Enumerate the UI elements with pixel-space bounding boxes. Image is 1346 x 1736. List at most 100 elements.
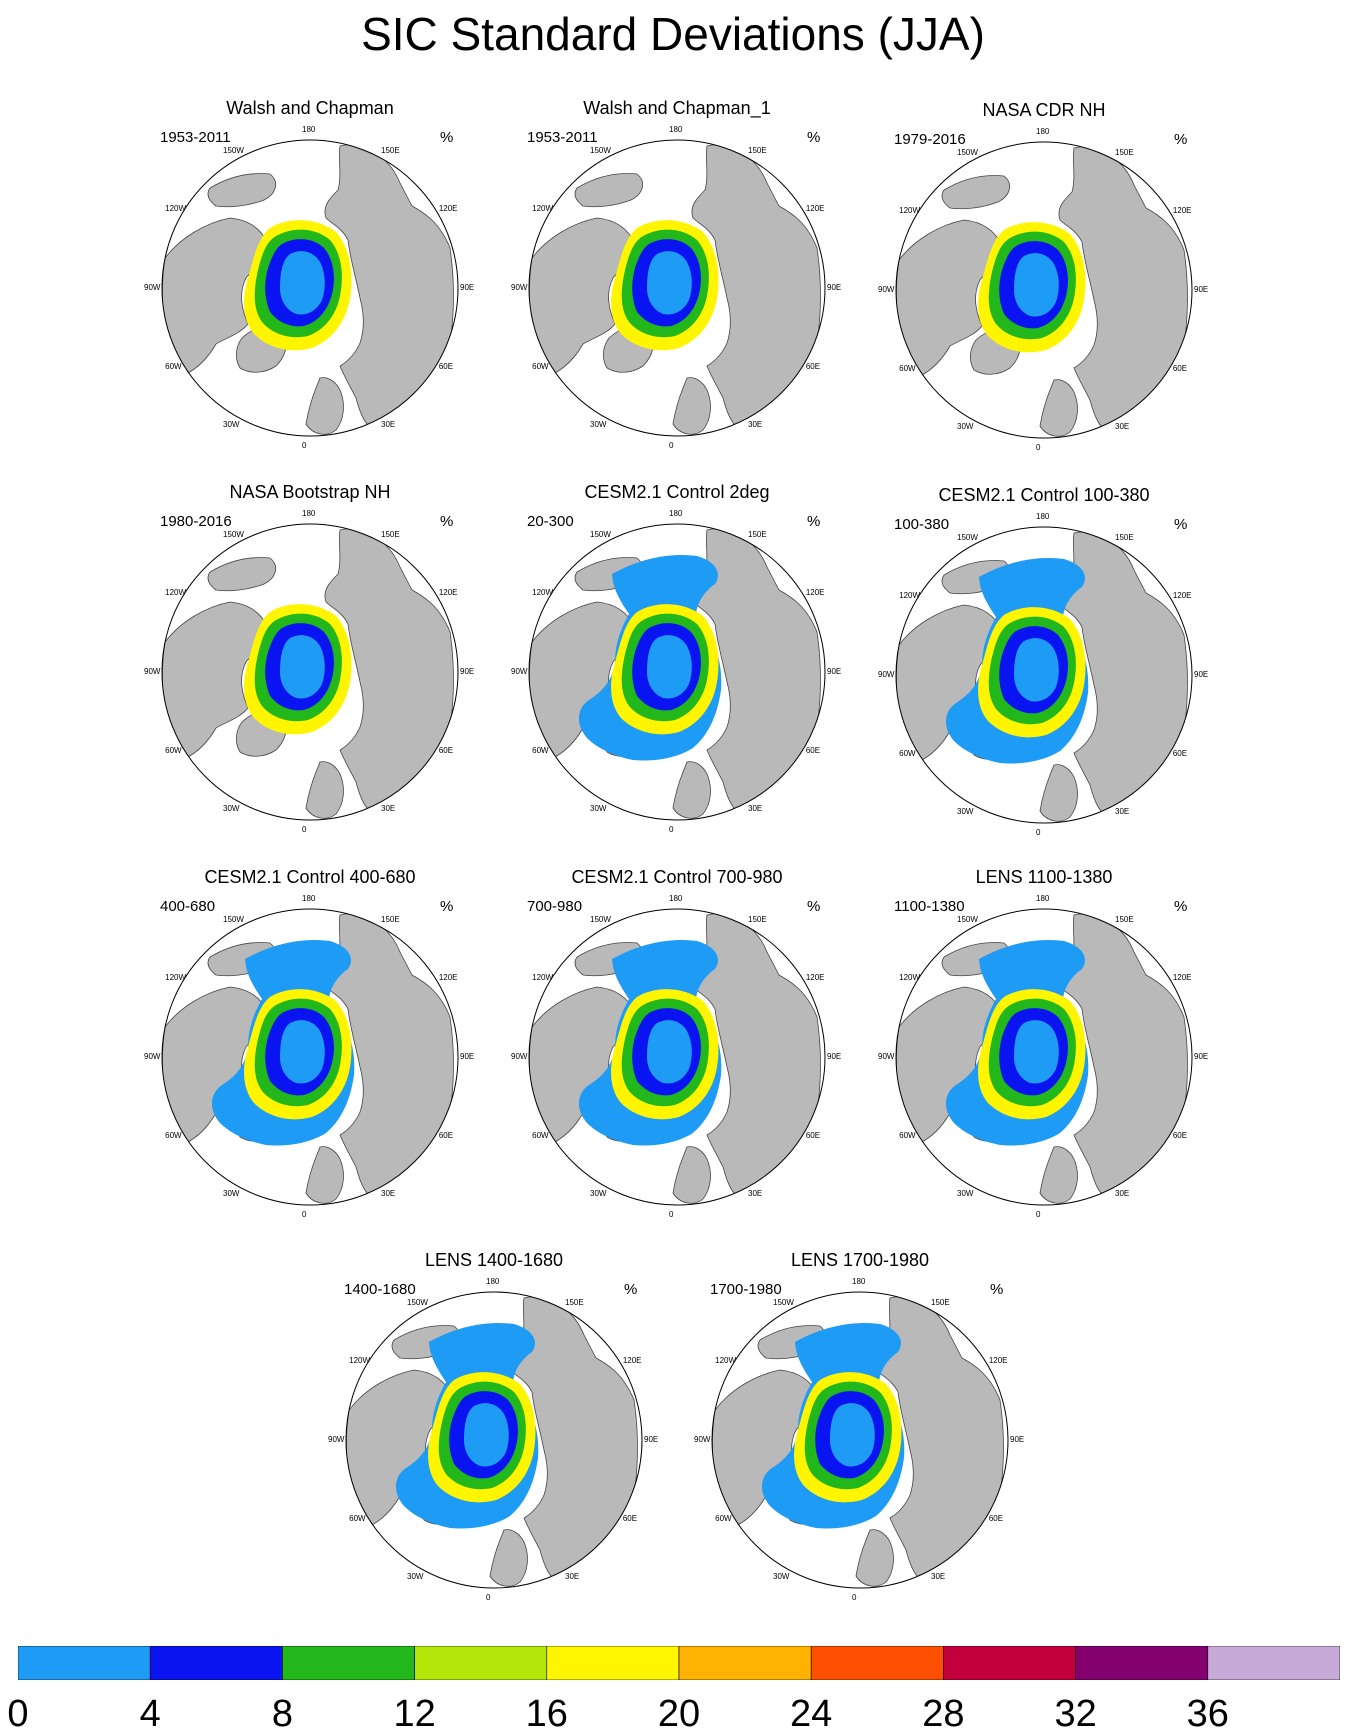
longitude-label: 30W: [223, 419, 240, 429]
sic-contour: [1014, 253, 1059, 317]
panel-years: 1980-2016: [160, 513, 232, 530]
longitude-label: 30E: [381, 1188, 396, 1198]
longitude-label: 120E: [805, 588, 825, 597]
longitude-label: 30W: [590, 803, 607, 813]
longitude-label: 150E: [748, 915, 767, 925]
longitude-label: 120W: [165, 973, 187, 982]
land-mass: [1039, 1146, 1078, 1204]
longitude-label: 150E: [1115, 533, 1134, 543]
panel-years: 100-380: [894, 516, 950, 533]
longitude-label: 90E: [1194, 285, 1209, 294]
longitude-label: 120W: [715, 1356, 737, 1365]
panel-years: 1979-2016: [894, 131, 966, 148]
longitude-label: 60E: [622, 1514, 638, 1523]
longitude-label: 30W: [957, 806, 974, 816]
longitude-label: 150W: [590, 530, 611, 540]
map-boundary: [528, 908, 826, 1206]
longitude-label: 90E: [1194, 670, 1209, 679]
panel-unit: %: [440, 129, 454, 146]
longitude-label: 180: [302, 125, 316, 134]
longitude-label: 90W: [328, 1435, 345, 1444]
map-boundary: [345, 1291, 643, 1589]
longitude-label: 30W: [223, 803, 240, 813]
longitude-label: 120E: [988, 1356, 1008, 1365]
longitude-label: 150W: [773, 1298, 794, 1308]
sic-contour: [647, 1020, 692, 1084]
longitude-label: 180: [1036, 512, 1050, 521]
panel-years: 20-300: [527, 513, 574, 530]
longitude-label: 0: [302, 825, 307, 834]
panel-unit: %: [1174, 131, 1188, 148]
map-content: [346, 1292, 642, 1588]
land-mass: [672, 1146, 711, 1204]
map-boundary: [528, 523, 826, 821]
longitude-label: 120W: [349, 1356, 371, 1365]
longitude-label: 180: [486, 1277, 500, 1286]
panel-unit: %: [807, 898, 821, 915]
longitude-label: 120E: [805, 204, 825, 213]
longitude-label: 150E: [931, 1298, 950, 1308]
longitude-label: 180: [302, 894, 316, 903]
longitude-label: 0: [486, 1593, 491, 1602]
longitude-label: 180: [1036, 127, 1050, 136]
polar-map: [895, 526, 1193, 824]
longitude-label: 0: [1036, 1210, 1041, 1219]
longitude-label: 120E: [1172, 973, 1192, 982]
longitude-label: 150E: [1115, 915, 1134, 925]
land-mass: [305, 377, 344, 435]
longitude-label: 60E: [805, 362, 821, 371]
map-content: [529, 140, 825, 436]
longitude-label: 120W: [165, 204, 187, 213]
map-panel: Walsh and Chapman 1953-2011% 180 150E 120E 90…: [144, 98, 516, 463]
sic-contour: [1014, 638, 1059, 702]
longitude-label: 30E: [748, 419, 763, 429]
map-boundary: [161, 139, 459, 437]
land-mass: [207, 173, 277, 208]
land-mass: [672, 761, 711, 819]
longitude-label: 60W: [899, 1131, 916, 1140]
land-mass: [489, 1529, 528, 1587]
land-mass: [324, 528, 454, 819]
longitude-label: 30E: [381, 803, 396, 813]
longitude-label: 30W: [590, 1188, 607, 1198]
longitude-label: 30W: [957, 1188, 974, 1198]
panel-unit: %: [440, 898, 454, 915]
polar-map: [161, 908, 459, 1206]
map-panel: LENS 1700-1980 1700-1980% 180 150E 120E 90E 60…: [694, 1250, 1066, 1615]
panel-unit: %: [807, 513, 821, 530]
longitude-label: 150W: [407, 1298, 428, 1308]
longitude-label: 180: [852, 1277, 866, 1286]
map-panel: CESM2.1 Control 2deg 20-300% 180 150E 120E 90…: [511, 482, 883, 847]
polar-map: [895, 908, 1193, 1206]
longitude-label: 120E: [805, 973, 825, 982]
longitude-label: 60E: [1172, 364, 1188, 373]
panel-years: 1700-1980: [710, 1281, 782, 1298]
colorbar-tick-label: 36: [1186, 1693, 1229, 1735]
longitude-label: 120W: [899, 206, 921, 215]
colorbar-segment: [18, 1646, 151, 1680]
longitude-label: 120W: [532, 973, 554, 982]
panel-title: LENS 1400-1680: [424, 1250, 564, 1270]
panel-unit: %: [990, 1281, 1004, 1298]
panel-title: CESM2.1 Control 700-980: [571, 867, 783, 887]
panel-unit: %: [1174, 898, 1188, 915]
colorbar-segment: [1207, 1646, 1340, 1680]
colorbar-tick-label: 8: [271, 1693, 293, 1735]
map-content: [529, 909, 825, 1205]
longitude-label: 150W: [957, 533, 978, 543]
longitude-label: 90W: [144, 1052, 161, 1061]
longitude-label: 150E: [748, 530, 767, 540]
longitude-label: 120E: [438, 588, 458, 597]
longitude-label: 60W: [532, 746, 549, 755]
longitude-label: 60W: [899, 364, 916, 373]
panel-title: NASA Bootstrap NH: [229, 482, 391, 502]
land-mass: [324, 144, 454, 435]
sic-contour: [280, 1020, 325, 1084]
panel-title: CESM2.1 Control 100-380: [938, 485, 1150, 505]
longitude-label: 30W: [957, 421, 974, 431]
longitude-label: 90W: [511, 1052, 528, 1061]
longitude-label: 30W: [590, 419, 607, 429]
map-boundary: [161, 908, 459, 1206]
longitude-label: 90E: [460, 667, 475, 676]
panel-title: Walsh and Chapman: [226, 98, 394, 118]
